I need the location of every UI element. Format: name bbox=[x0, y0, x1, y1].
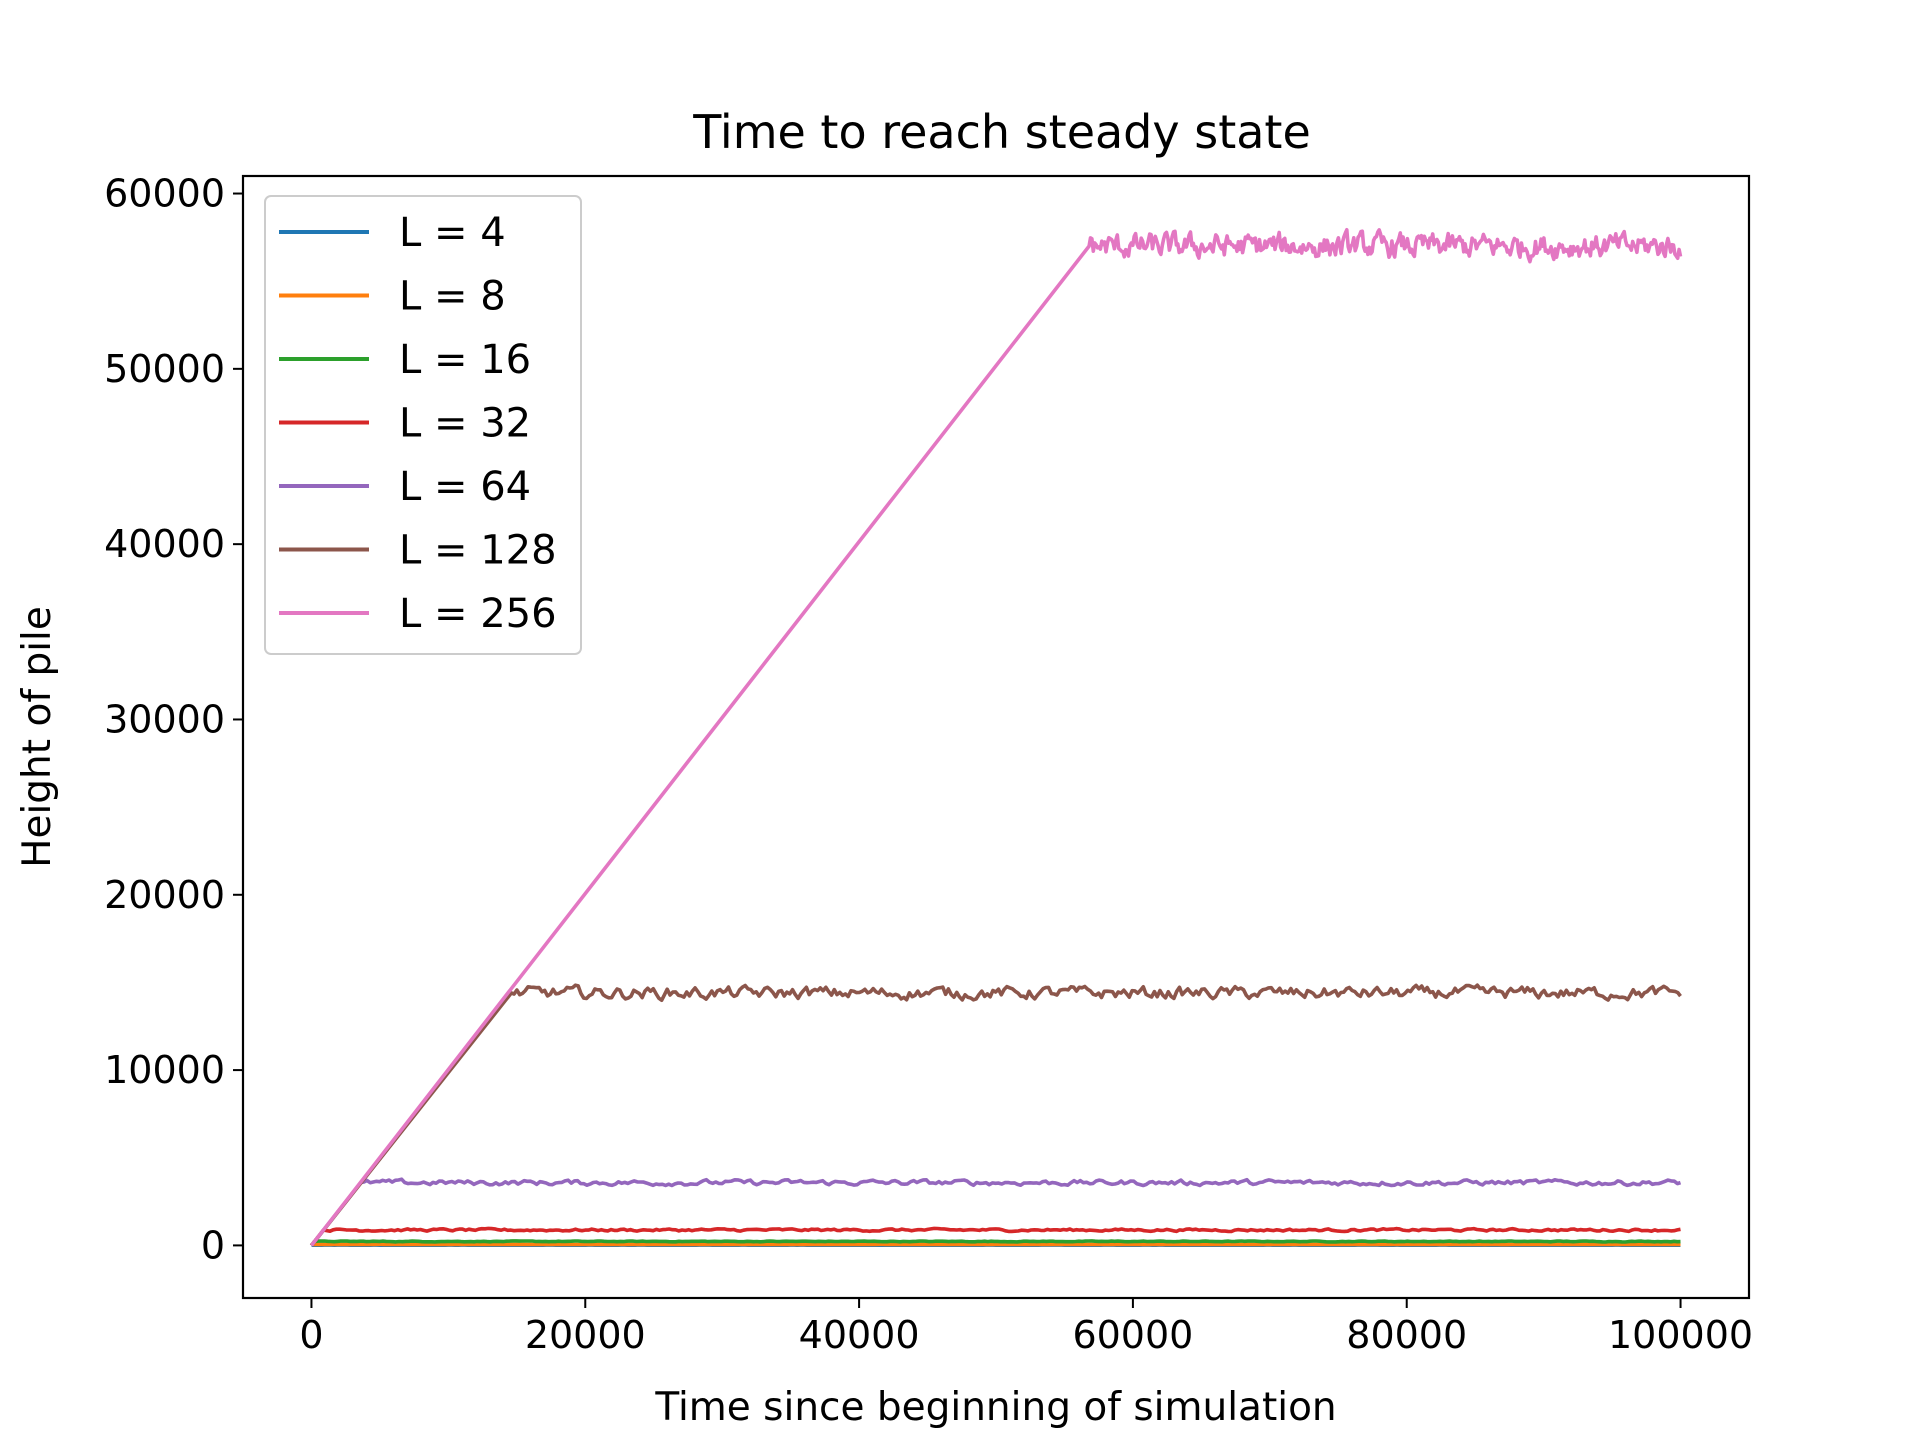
series-line-16 bbox=[310, 1239, 1681, 1247]
legend-label: L = 32 bbox=[399, 401, 531, 447]
x-axis: 0 20000 40000 60000 80000 100000 bbox=[299, 1298, 1753, 1357]
y-tick-label: 60000 bbox=[104, 172, 225, 216]
legend-label: L = 8 bbox=[399, 274, 506, 320]
series-line-256 bbox=[310, 228, 1683, 1247]
chart-title: Time to reach steady state bbox=[692, 105, 1311, 159]
x-tick-label: 60000 bbox=[1072, 1313, 1193, 1357]
y-tick-label: 20000 bbox=[104, 873, 225, 917]
legend: L = 4 L = 8 L = 16 L = 32 L = 64 L = 128 L = 2… bbox=[264, 195, 582, 655]
y-tick-label: 50000 bbox=[104, 347, 225, 391]
y-tick-label: 10000 bbox=[104, 1048, 225, 1092]
series-line-64 bbox=[310, 1177, 1682, 1247]
y-tick-label: 40000 bbox=[104, 522, 225, 566]
x-tick-label: 0 bbox=[299, 1313, 323, 1357]
series-line-128 bbox=[310, 983, 1682, 1247]
legend-label: L = 4 bbox=[399, 210, 506, 256]
axes-frame bbox=[241, 174, 1751, 1300]
x-tick-label: 100000 bbox=[1608, 1313, 1753, 1357]
x-tick-label: 80000 bbox=[1346, 1313, 1467, 1357]
legend-label: L = 64 bbox=[399, 464, 531, 510]
x-tick-label: 20000 bbox=[525, 1313, 646, 1357]
series-line-32 bbox=[310, 1226, 1681, 1247]
plot-area bbox=[309, 228, 1683, 1247]
y-axis-label: Height of pile bbox=[15, 606, 60, 868]
series-line-8 bbox=[309, 1242, 1681, 1247]
y-axis: 0 10000 20000 30000 40000 50000 60000 bbox=[104, 172, 243, 1267]
legend-label: L = 128 bbox=[399, 528, 557, 574]
y-tick-label: 30000 bbox=[104, 697, 225, 741]
y-tick-label: 0 bbox=[201, 1223, 225, 1267]
legend-box bbox=[264, 195, 582, 655]
x-axis-label: Time since beginning of simulation bbox=[654, 1385, 1336, 1430]
x-tick-label: 40000 bbox=[799, 1313, 920, 1357]
legend-label: L = 256 bbox=[399, 591, 557, 637]
legend-label: L = 16 bbox=[399, 337, 531, 383]
